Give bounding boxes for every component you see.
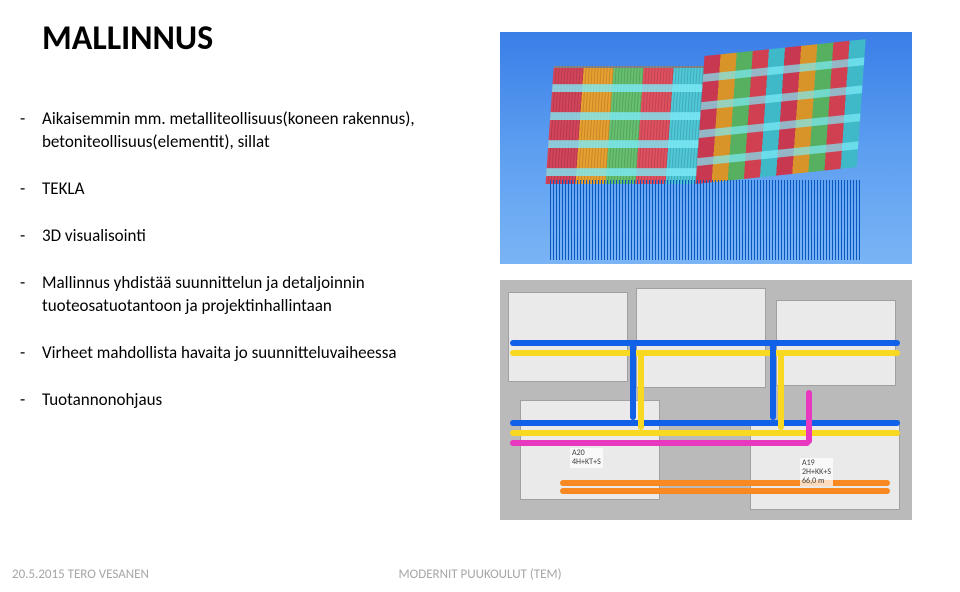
list-item: - 3D visualisointi xyxy=(20,225,450,248)
list-item: - Tuotannonohjaus xyxy=(20,389,450,412)
bullet-dash: - xyxy=(20,342,42,363)
slide-title: MALLINNUS xyxy=(42,18,213,59)
building-3d-render xyxy=(500,32,912,264)
bullet-dash: - xyxy=(20,178,42,199)
bullet-text: Virheet mahdollista havaita jo suunnitte… xyxy=(42,342,397,365)
bullet-list: - Aikaisemmin mm. metalliteollisuus(kone… xyxy=(20,108,450,436)
pipe-yellow xyxy=(510,350,900,356)
pipe-magenta xyxy=(510,440,810,446)
room-block xyxy=(508,292,628,382)
bullet-dash: - xyxy=(20,389,42,410)
room-label-a19: A19 2H+KK+S 66,0 m xyxy=(800,458,833,486)
building-model xyxy=(546,56,865,184)
pipe-blue xyxy=(510,340,900,346)
list-item: - TEKLA xyxy=(20,178,450,201)
pipe-blue xyxy=(510,420,900,426)
pipe-magenta xyxy=(806,390,812,444)
pipe-orange xyxy=(560,480,890,486)
mep-plan-render: A20 4H+KT+S A19 2H+KK+S 66,0 m xyxy=(500,280,912,520)
footer-title: MODERNIT PUUKOULUT (TEM) xyxy=(398,567,561,582)
pipe-blue xyxy=(770,340,776,420)
bullet-text: Tuotannonohjaus xyxy=(42,389,162,412)
list-item: - Aikaisemmin mm. metalliteollisuus(kone… xyxy=(20,108,450,154)
pipe-blue xyxy=(630,340,636,420)
list-item: - Virheet mahdollista havaita jo suunnit… xyxy=(20,342,450,365)
pipe-yellow xyxy=(510,430,900,436)
bullet-dash: - xyxy=(20,272,42,293)
bullet-dash: - xyxy=(20,225,42,246)
building-windows-front xyxy=(546,66,704,184)
room-label-a20: A20 4H+KT+S xyxy=(570,448,603,468)
footer-date-author: 20.5.2015 TERO VESANEN xyxy=(12,567,149,582)
pipe-yellow xyxy=(638,350,644,430)
pipe-orange xyxy=(560,488,890,494)
bullet-text: Aikaisemmin mm. metalliteollisuus(koneen… xyxy=(42,108,450,154)
bullet-text: 3D visualisointi xyxy=(42,225,146,248)
list-item: - Mallinnus yhdistää suunnittelun ja det… xyxy=(20,272,450,318)
bullet-text: Mallinnus yhdistää suunnittelun ja detal… xyxy=(42,272,450,318)
building-windows-side xyxy=(696,39,866,184)
foundation-piles xyxy=(550,180,860,260)
bullet-text: TEKLA xyxy=(42,178,84,201)
pipe-yellow xyxy=(778,350,784,430)
bullet-dash: - xyxy=(20,108,42,129)
room-block xyxy=(636,288,766,388)
